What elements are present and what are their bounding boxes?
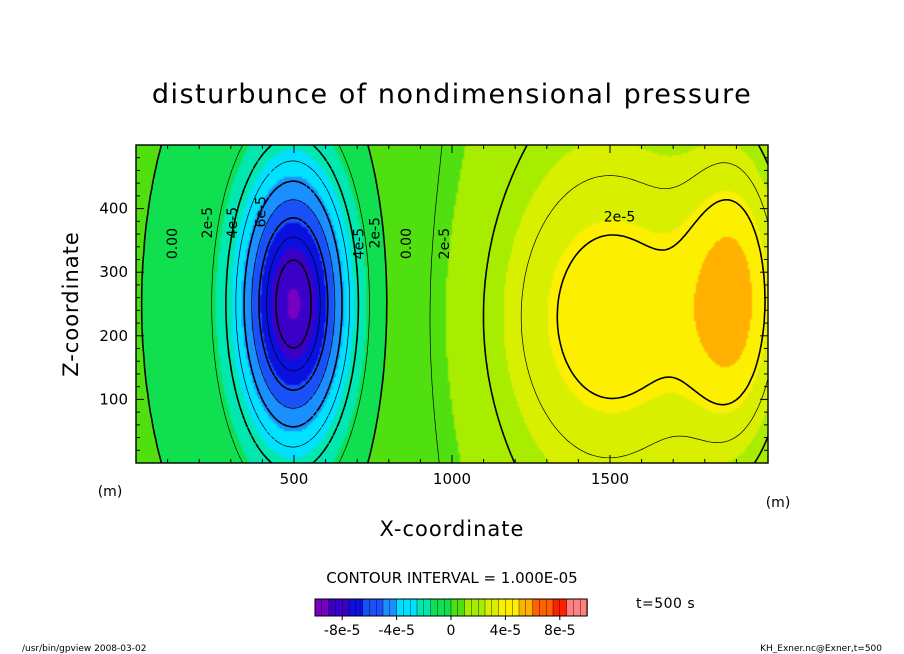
colorbar-segment bbox=[389, 598, 398, 617]
colorbar-segment bbox=[396, 598, 405, 617]
contour-label: 4e-5 bbox=[352, 228, 368, 259]
y-axis: 100 200 300 400 bbox=[99, 157, 768, 451]
colorbar-segment bbox=[450, 598, 459, 617]
colorbar-segment bbox=[457, 598, 466, 617]
colorbar-segment bbox=[491, 598, 500, 617]
colorbar-segment bbox=[335, 598, 343, 617]
contour-line bbox=[140, 144, 388, 464]
colorbar-segment bbox=[505, 598, 513, 617]
colorbar-segment bbox=[552, 598, 561, 617]
contour-label: 2e-5 bbox=[604, 209, 635, 225]
colorbar-tick-label: 0 bbox=[447, 623, 456, 639]
colorbar-segment bbox=[355, 598, 364, 617]
colorbar-segment bbox=[566, 598, 575, 617]
colorbar-segment bbox=[525, 598, 534, 617]
colorbar-segment bbox=[314, 598, 323, 617]
contour-line bbox=[482, 144, 769, 464]
colorbar-segment bbox=[410, 598, 418, 617]
colorbar-segment bbox=[430, 598, 439, 617]
pressure-field-heatmap bbox=[136, 145, 768, 463]
colorbar-tick-label: -4e-5 bbox=[378, 623, 415, 639]
colorbar-segment bbox=[484, 598, 493, 617]
colorbar-segment bbox=[444, 598, 452, 617]
contour-line bbox=[556, 199, 766, 406]
colorbar-segment bbox=[369, 598, 377, 617]
x-tick-label: 1500 bbox=[591, 470, 629, 488]
colorbar-segment bbox=[532, 598, 541, 617]
colorbar-segment bbox=[376, 598, 384, 617]
y-tick-label: 400 bbox=[99, 200, 128, 218]
contour-line bbox=[429, 144, 443, 464]
colorbar-segment bbox=[362, 598, 371, 617]
y-tick-label: 100 bbox=[99, 390, 128, 408]
colorbar-segment bbox=[546, 598, 554, 617]
contour-line bbox=[251, 199, 336, 409]
x-tick-label: 1000 bbox=[433, 470, 471, 488]
colorbar-segment bbox=[539, 598, 547, 617]
colorbar-segment bbox=[464, 598, 473, 617]
x-axis-title: X-coordinate bbox=[380, 517, 525, 541]
colorbar-segment bbox=[416, 598, 425, 617]
colorbar-segment bbox=[478, 598, 486, 617]
footer-left: /usr/bin/gpview 2008-03-02 bbox=[22, 644, 146, 654]
colorbar-tick-label: -8e-5 bbox=[324, 623, 361, 639]
colorbar-segment bbox=[498, 598, 507, 617]
contour-label: 2e-5 bbox=[437, 228, 453, 259]
contour-line bbox=[243, 180, 343, 428]
y-tick-label: 200 bbox=[99, 327, 128, 345]
time-label: t=500 s bbox=[636, 596, 695, 612]
colorbar-segment bbox=[512, 598, 520, 617]
colorbar-segment bbox=[342, 598, 350, 617]
contour-label: 2e-5 bbox=[367, 217, 383, 248]
contour-line bbox=[235, 160, 350, 448]
contour-line bbox=[275, 259, 312, 349]
contour-line bbox=[225, 144, 360, 464]
contour-label: 4e-5 bbox=[225, 207, 241, 238]
y-unit-label: (m) bbox=[98, 484, 123, 500]
colorbar-segment bbox=[348, 598, 357, 617]
contour-lines bbox=[140, 144, 769, 464]
y-tick-label: 300 bbox=[99, 263, 128, 281]
contour-line bbox=[266, 236, 321, 372]
colorbar-segment bbox=[321, 598, 330, 617]
contour-label: 0.00 bbox=[399, 228, 415, 259]
colorbar-segment bbox=[382, 598, 391, 617]
colorbar-tick-labels: -8e-5 -4e-5 0 4e-5 8e-5 bbox=[324, 616, 576, 639]
footer-right: KH_Exner.nc@Exner,t=500 bbox=[760, 644, 882, 654]
colorbar-segment bbox=[559, 598, 568, 617]
colorbar-segment bbox=[423, 598, 432, 617]
colorbar bbox=[314, 598, 588, 617]
contour-label: 0.00 bbox=[165, 228, 181, 259]
contour-line bbox=[258, 217, 329, 391]
colorbar-segment bbox=[580, 598, 588, 617]
contour-label: 2e-5 bbox=[200, 207, 216, 238]
x-unit-label: (m) bbox=[766, 495, 791, 511]
y-axis-title: Z-coordinate bbox=[59, 231, 83, 377]
contour-line bbox=[211, 144, 370, 464]
contour-line bbox=[520, 162, 769, 459]
chart-title: disturbunce of nondimensional pressure bbox=[152, 79, 752, 110]
contour-interval-label: CONTOUR INTERVAL = 1.000E-05 bbox=[326, 569, 577, 587]
contour-label: 6e-5 bbox=[254, 196, 270, 227]
colorbar-segment bbox=[437, 598, 445, 617]
x-tick-label: 500 bbox=[280, 470, 309, 488]
colorbar-segment bbox=[518, 598, 527, 617]
colorbar-segment bbox=[403, 598, 411, 617]
colorbar-segment bbox=[471, 598, 479, 617]
colorbar-segment bbox=[328, 598, 337, 617]
colorbar-tick-label: 8e-5 bbox=[544, 623, 575, 639]
colorbar-tick-label: 4e-5 bbox=[490, 623, 521, 639]
colorbar-segment bbox=[573, 598, 581, 617]
x-axis: 500 1000 1500 bbox=[167, 145, 737, 488]
